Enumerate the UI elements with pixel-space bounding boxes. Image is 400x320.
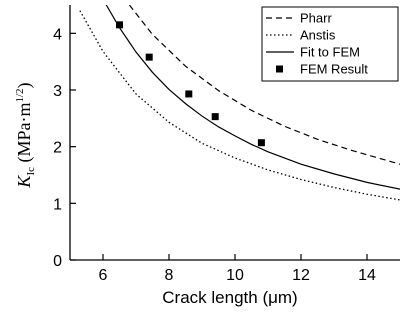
- pharr-line: [128, 5, 400, 165]
- legend-items: Pharr Anstis Fit to FEM FEM Result: [266, 11, 368, 77]
- x-tick-label: 8: [165, 267, 174, 284]
- y-tick-label: 2: [53, 140, 62, 157]
- y-tick-label: 0: [53, 253, 62, 270]
- y-tick-label: 3: [53, 83, 62, 100]
- y-axis-unit-close: ): [14, 82, 35, 88]
- legend-label-pharr: Pharr: [300, 11, 332, 26]
- fem-result-point: [211, 113, 219, 121]
- x-axis-title: Crack length (μm): [162, 288, 297, 307]
- y-tick-label: 1: [53, 196, 62, 213]
- legend-swatch-fem-result: [276, 65, 283, 73]
- x-tick-label: 10: [226, 267, 244, 284]
- y-axis-title: KIc (MPa·m1/2): [14, 82, 37, 188]
- legend: Pharr Anstis Fit to FEM FEM Result: [261, 6, 399, 82]
- legend-label-fit-to-fem: Fit to FEM: [300, 45, 360, 60]
- fem-result-point: [257, 139, 265, 147]
- y-ticks: 0 1 2 3 4: [53, 26, 76, 270]
- y-axis-subscript: Ic: [25, 167, 37, 176]
- fem-result-point: [145, 53, 153, 61]
- fem-result-point: [185, 90, 193, 98]
- legend-label-anstis: Anstis: [300, 28, 336, 43]
- y-axis-symbol: K: [14, 175, 34, 189]
- series-layer: [79, 5, 400, 201]
- fit-to-fem-line: [105, 5, 400, 190]
- x-tick-label: 14: [358, 267, 376, 284]
- x-tick-label: 6: [99, 267, 108, 284]
- y-axis-superscript: 1/2: [14, 88, 26, 102]
- x-ticks: 6 8 10 12 14: [99, 254, 376, 284]
- x-tick-label: 12: [292, 267, 310, 284]
- legend-box: [261, 6, 399, 82]
- y-tick-label: 4: [53, 26, 62, 43]
- y-axis-unit-open: (MPa·m: [14, 103, 35, 168]
- legend-label-fem-result: FEM Result: [300, 62, 368, 77]
- fem-result-point: [116, 21, 123, 29]
